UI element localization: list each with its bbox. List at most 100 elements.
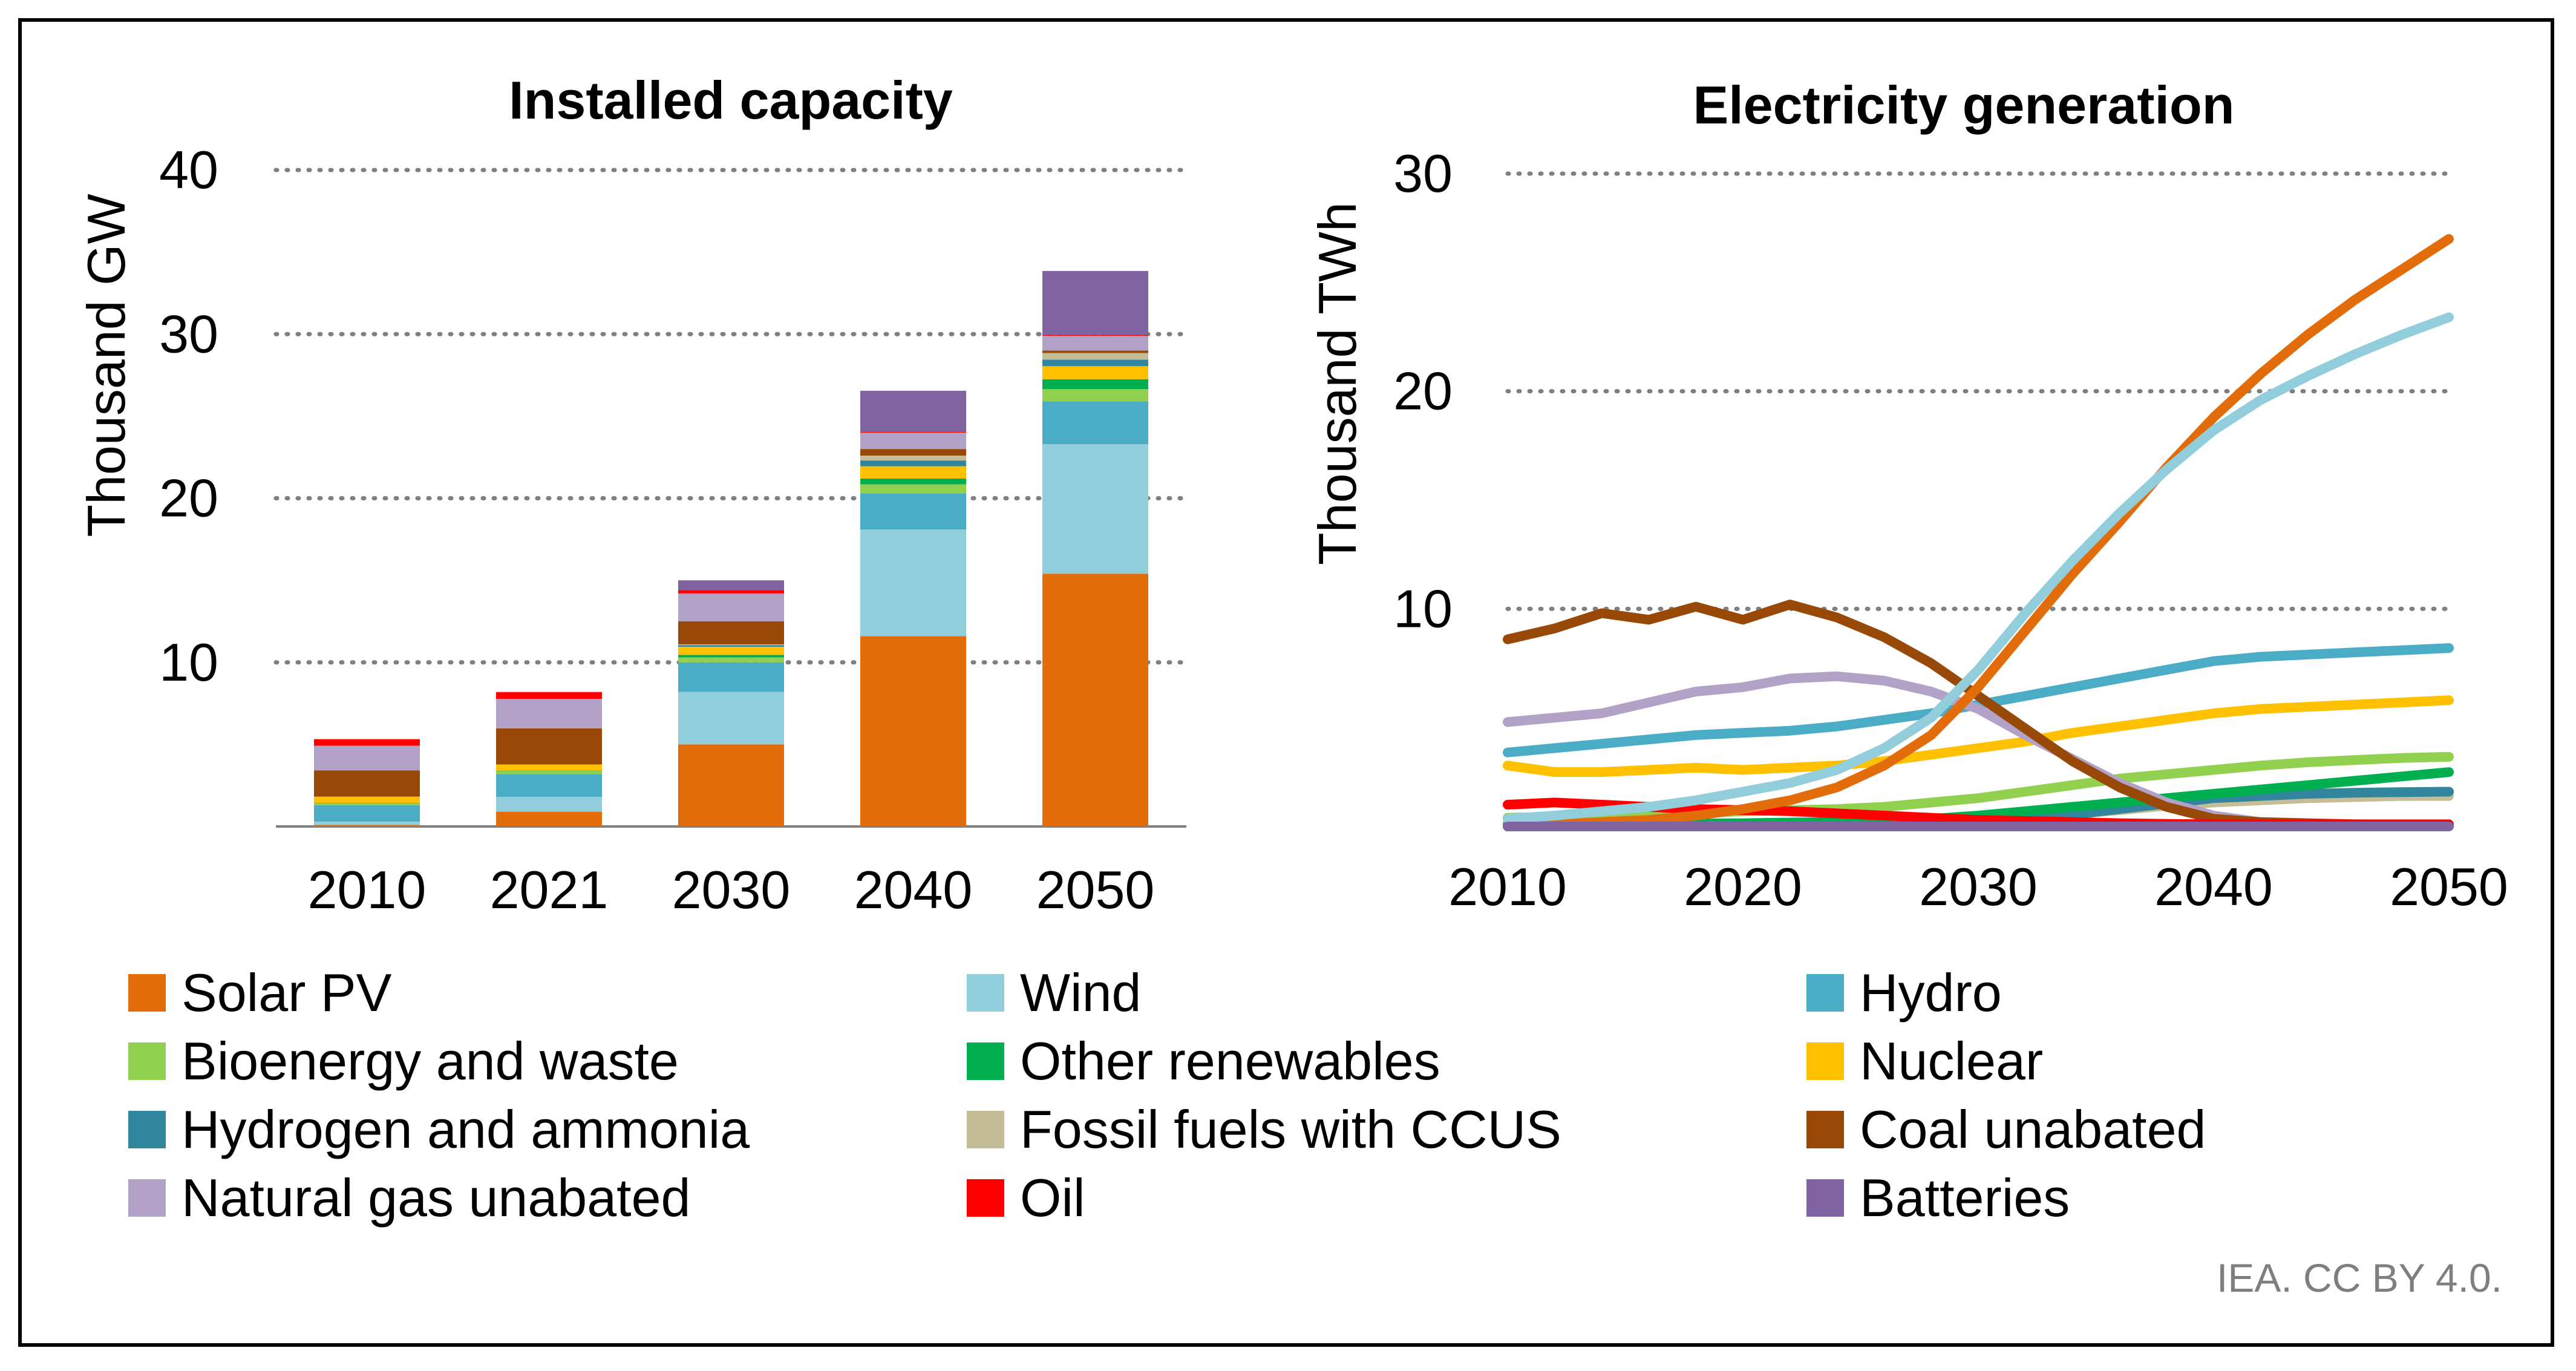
bar-batteries-2021 [496,692,602,693]
bar-solar-pv-2040 [860,636,966,826]
chart2-y-tick-label: 20 [1393,361,1453,421]
legend-swatch-hydrogen-and-ammonia [128,1111,166,1148]
legend-item-hydrogen-and-ammonia: Hydrogen and ammonia [128,1099,750,1160]
bar-hydrogen-and-ammonia-2050 [1042,359,1148,367]
bar-natural-gas-unabated-2030 [678,593,784,621]
bar-solar-pv-2010 [314,825,420,826]
bar-nuclear-2021 [496,764,602,771]
legend-label: Other renewables [1020,1031,1440,1091]
bar-nuclear-2050 [1042,366,1148,379]
credit-text: IEA. CC BY 4.0. [2217,1255,2502,1300]
chart2-title: Electricity generation [1693,75,2235,135]
bar-hydrogen-and-ammonia-2030 [678,645,784,647]
legend-label: Solar PV [181,963,392,1023]
legend-swatch-oil [967,1179,1004,1217]
chart1-x-tick-label: 2021 [490,860,609,920]
legend-label: Hydrogen and ammonia [181,1099,750,1159]
bar-hydro-2021 [496,774,602,797]
chart2-x-tick-label: 2020 [1684,857,1802,917]
bar-coal-unabated-2050 [1042,350,1148,353]
chart1-x-tick-label: 2030 [672,860,791,920]
legend-label: Batteries [1860,1168,2070,1228]
bar-oil-2040 [860,431,966,433]
legend-label: Oil [1020,1168,1085,1228]
legend-item-solar-pv: Solar PV [128,963,391,1023]
bar-oil-2021 [496,692,602,699]
legend-item-fossil-fuels-with-ccus: Fossil fuels with CCUS [967,1099,1561,1160]
bar-batteries-2050 [1042,270,1148,335]
bar-solar-pv-2050 [1042,574,1148,826]
bar-oil-2030 [678,590,784,594]
figure-frame: Installed capacity Thousand GW 10 20 30 40 201… [18,18,2554,1347]
legend-swatch-batteries [1806,1179,1844,1217]
bar-natural-gas-unabated-2021 [496,698,602,728]
chart2-y-axis-label: Thousand TWh [1307,202,1367,565]
legend-label: Fossil fuels with CCUS [1020,1099,1561,1159]
bar-bioenergy-and-waste-2050 [1042,389,1148,402]
bar-natural-gas-unabated-2050 [1042,335,1148,351]
chart2-x-tick-label: 2030 [1919,857,2038,917]
legend-swatch-bioenergy-and-waste [128,1042,166,1080]
bar-hydro-2040 [860,493,966,530]
legend-swatch-hydro [1806,974,1844,1012]
legend-item-wind: Wind [967,963,1142,1023]
chart1-x-tick-label: 2040 [854,860,973,920]
chart2-x-tick-label: 2010 [1448,857,1567,917]
bar-wind-2030 [678,692,784,745]
chart1-y-tick-label: 20 [159,468,218,528]
bar-coal-unabated-2010 [314,770,420,797]
bar-fossil-fuels-with-ccus-2040 [860,455,966,461]
bar-fossil-fuels-with-ccus-2030 [678,644,784,646]
bar-batteries-2040 [860,390,966,432]
legend-item-batteries: Batteries [1806,1168,2070,1228]
legend-label: Natural gas unabated [181,1168,691,1228]
bar-fossil-fuels-with-ccus-2050 [1042,353,1148,360]
chart2-y-tick-label: 10 [1393,578,1453,638]
chart1-title: Installed capacity [509,70,953,130]
legend-item-bioenergy-and-waste: Bioenergy and waste [128,1031,679,1091]
bar-nuclear-2010 [314,796,420,803]
legend-label: Wind [1020,963,1142,1023]
bar-batteries-2030 [678,580,784,591]
bar-wind-2050 [1042,443,1148,574]
bar-bioenergy-and-waste-2030 [678,657,784,663]
legend-item-oil: Oil [967,1168,1085,1228]
bar-other-renewables-2040 [860,478,966,485]
bar-nuclear-2040 [860,466,966,479]
chart2-x-tick-label: 2050 [2390,857,2508,917]
bar-hydro-2050 [1042,401,1148,444]
bar-oil-2050 [1042,335,1148,336]
chart1-y-tick-label: 40 [159,140,218,200]
legend-label: Hydro [1860,963,2002,1023]
line-nuclear [1503,695,2454,777]
bar-coal-unabated-2021 [496,728,602,765]
bar-bioenergy-and-waste-2010 [314,803,420,805]
bar-hydro-2010 [314,805,420,822]
legend-item-natural-gas-unabated: Natural gas unabated [128,1168,691,1228]
legend-item-other-renewables: Other renewables [967,1031,1440,1091]
bar-other-renewables-2050 [1042,379,1148,390]
bar-wind-2010 [314,821,420,825]
legend-swatch-fossil-fuels-with-ccus [967,1111,1004,1148]
chart2-y-tick-label: 30 [1393,143,1453,203]
legend-swatch-wind [967,974,1004,1012]
legend-swatch-solar-pv [128,974,166,1012]
bar-solar-pv-2030 [678,744,784,826]
bar-wind-2040 [860,529,966,636]
legend-swatch-nuclear [1806,1042,1844,1080]
bar-hydrogen-and-ammonia-2040 [860,460,966,466]
chart1-y-axis-label: Thousand GW [76,194,136,537]
legend-item-nuclear: Nuclear [1806,1031,2043,1091]
bar-bioenergy-and-waste-2021 [496,771,602,774]
bar-hydro-2030 [678,662,784,692]
bar-coal-unabated-2030 [678,621,784,644]
bar-natural-gas-unabated-2010 [314,745,420,771]
legend-item-hydro: Hydro [1806,963,2002,1023]
legend-swatch-other-renewables [967,1042,1004,1080]
chart1-x-tick-label: 2050 [1036,860,1155,920]
bar-solar-pv-2021 [496,811,602,826]
bar-bioenergy-and-waste-2040 [860,484,966,494]
legend-label: Coal unabated [1860,1099,2206,1159]
legend-item-coal-unabated: Coal unabated [1806,1099,2206,1160]
